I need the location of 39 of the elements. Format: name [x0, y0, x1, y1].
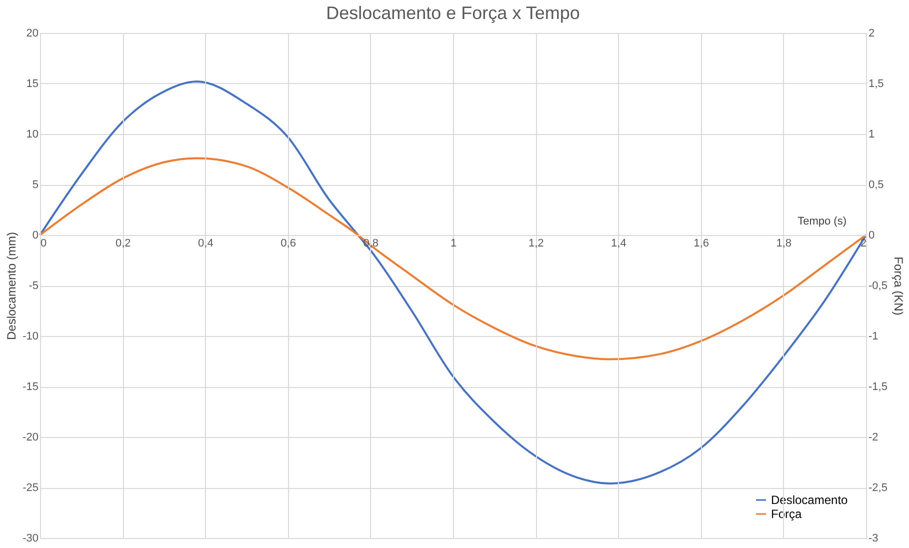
y-tick-label: 0	[32, 230, 38, 242]
y2-tick-label: 0	[868, 230, 875, 242]
y-tick-label: 20	[26, 28, 38, 40]
x-tick-label: 1,2	[528, 238, 544, 250]
y2-tick-label: 0,5	[868, 179, 884, 191]
y2-tick-label: -2	[868, 432, 878, 444]
line-series	[39, 80, 867, 484]
y2-tick-label: -2,5	[868, 482, 888, 494]
x-tick-label: 1,8	[776, 238, 792, 250]
y2-tick-label: 1,5	[868, 78, 884, 90]
y2-tick-label: -0,5	[868, 280, 888, 292]
y-tick-label: 15	[26, 78, 38, 90]
y2-tick-label: 1	[868, 128, 875, 140]
y2-tick-label: -1	[868, 330, 878, 342]
x-axis-title: Tempo (s)	[798, 216, 846, 228]
x-tick-label: 0	[40, 238, 47, 250]
y-tick-label: -5	[28, 280, 38, 292]
chart-title: Deslocamento e Força x Tempo	[326, 3, 580, 23]
legend-label: Deslocamento	[771, 493, 848, 507]
y-tick-label: -25	[22, 482, 38, 494]
x-tick-label: 0,4	[198, 238, 214, 250]
x-tick-label: 1,6	[694, 238, 709, 250]
x-tick-label: 0,2	[115, 238, 131, 250]
y-tick-label: -20	[22, 432, 38, 444]
x-tick-label: 1,4	[611, 238, 626, 250]
y-tick-label: -10	[22, 330, 38, 342]
y2-tick-label: -3	[868, 532, 878, 544]
x-tick-label: 1	[450, 238, 457, 250]
y-tick-label: 10	[26, 128, 38, 140]
y-tick-label: 5	[32, 179, 38, 191]
y2-tick-label: 2	[868, 28, 875, 40]
y2-tick-label: -1,5	[868, 381, 888, 393]
x-tick-label: 2	[860, 238, 866, 250]
y-tick-label: -30	[22, 532, 38, 544]
y2-axis-title: Força (KN)	[891, 256, 906, 316]
y-axis-title: Deslocamento (mm)	[4, 232, 19, 340]
line-series	[39, 157, 867, 360]
y-tick-label: -15	[22, 381, 38, 393]
x-tick-label: 0,6	[280, 238, 296, 250]
